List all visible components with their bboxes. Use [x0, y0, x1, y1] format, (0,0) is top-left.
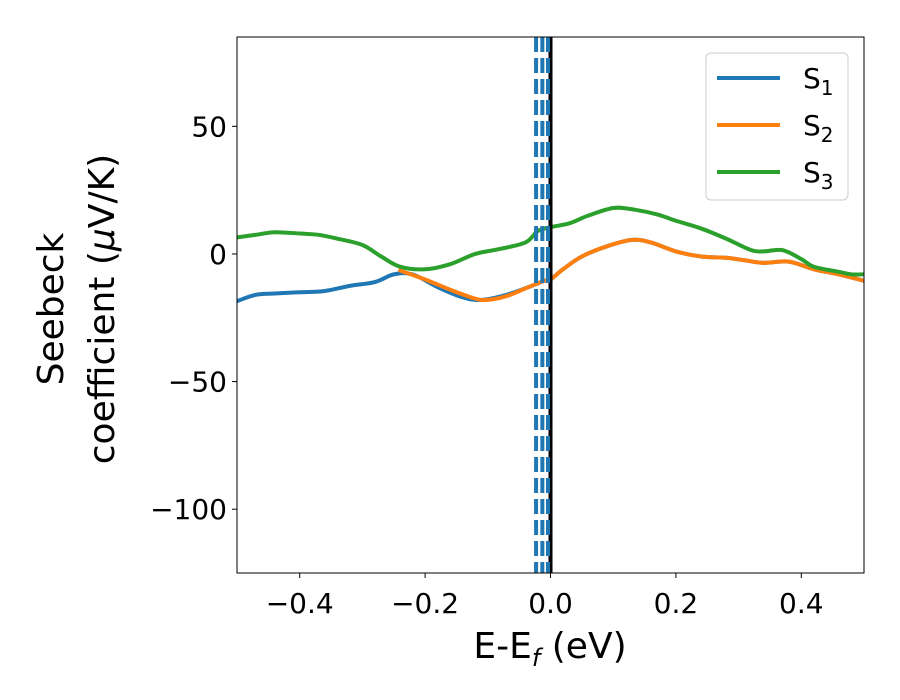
x-axis-label: E-Ef (eV)	[473, 626, 626, 672]
legend: S1 S2 S3	[705, 52, 849, 201]
x-tick-label: −0.2	[391, 587, 459, 620]
legend-label-s3: S3	[803, 156, 834, 194]
y-axis-label-line1: Seebeck	[31, 232, 72, 385]
legend-label-s2: S2	[803, 109, 834, 147]
plot-data-layer	[237, 37, 864, 573]
axis-ticks: −0.4 −0.2 0.0 0.2 0.4 −100 −50 0 50	[150, 110, 823, 620]
legend-items: S1 S2 S3	[717, 62, 834, 194]
y-tick-label: −100	[150, 493, 227, 526]
x-tick-label: 0.2	[654, 587, 699, 620]
x-tick-label: 0.0	[528, 587, 573, 620]
y-tick-label: 0	[209, 238, 227, 271]
y-axis-label-line2: coefficient (μV/K)	[82, 154, 123, 464]
y-tick-label: 50	[191, 110, 227, 143]
series-line-s2	[398, 237, 864, 303]
y-tick-label: −50	[168, 366, 227, 399]
x-tick-label: 0.4	[779, 587, 824, 620]
y-axis-label: Seebeck coefficient (μV/K)	[31, 154, 123, 464]
x-tick-label: −0.4	[266, 587, 334, 620]
series-line-s3	[237, 205, 864, 277]
legend-label-s1: S1	[803, 62, 834, 100]
